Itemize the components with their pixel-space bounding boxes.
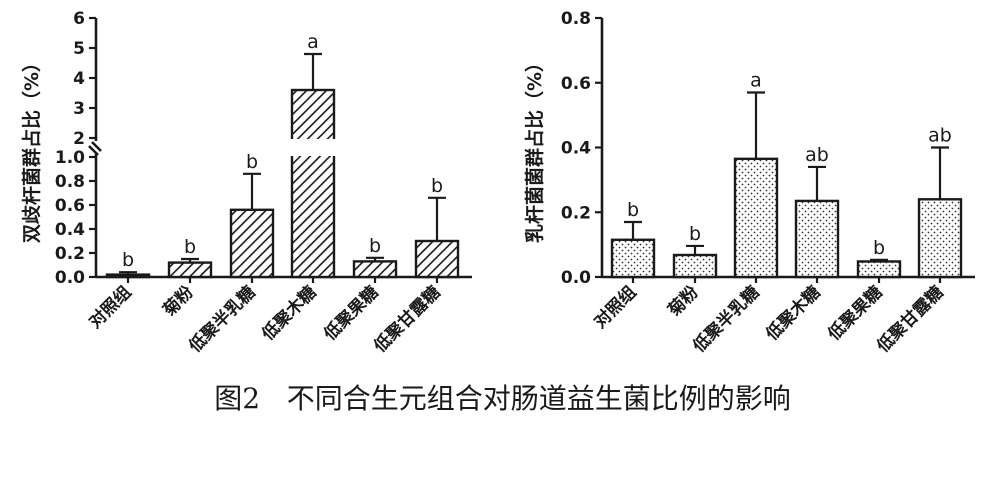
bar: [917, 198, 963, 279]
significance-label: b: [627, 199, 639, 221]
significance-label: b: [122, 249, 134, 271]
bar: [794, 199, 840, 279]
category-label: 低聚甘露糖: [369, 282, 445, 358]
y-tick-label: 0.6: [55, 196, 85, 216]
y-tick-label: 6: [73, 9, 85, 29]
significance-label: b: [369, 235, 381, 257]
figure-caption: 图2 不同合生元组合对肠道益生菌比例的影响: [214, 382, 791, 415]
category-label: 对照组: [85, 282, 136, 333]
y-tick-label: 3: [73, 99, 85, 119]
y-axis-label: 双歧杆菌群占比（%）: [20, 53, 43, 243]
axis-break-mark: [88, 141, 102, 156]
significance-label: b: [246, 151, 258, 173]
y-tick-label: 0.4: [561, 139, 591, 159]
y-tick-label: 2: [73, 129, 85, 149]
category-label: 低聚果糖: [319, 282, 383, 346]
bar: [105, 273, 151, 279]
y-tick-label: 0.6: [561, 74, 591, 94]
bar: [290, 88, 336, 279]
y-tick-label: 0.8: [55, 172, 85, 192]
significance-label: b: [184, 236, 196, 258]
y-tick-label: 0.2: [55, 244, 85, 264]
bar: [610, 238, 656, 279]
bifidobacteria-chart: 0.0 0.2 0.4 0.6 0.8 1.02 3 4 5 6 双歧杆菌群占比（%） b 对照组 b 菊粉…: [20, 9, 472, 357]
category-label: 低聚甘露糖: [872, 282, 948, 358]
significance-label: b: [873, 237, 885, 259]
y-axis-label: 乳杆菌菌群占比（%）: [523, 53, 546, 243]
category-label: 菊粉: [664, 282, 703, 321]
y-tick-label: 0.8: [561, 9, 591, 29]
significance-label: a: [750, 69, 762, 91]
y-tick-label: 0.4: [55, 220, 85, 240]
significance-label: ab: [805, 144, 829, 166]
bar: [352, 260, 398, 279]
bar: [167, 261, 213, 279]
significance-label: ab: [928, 125, 952, 147]
category-label: 低聚半乳糖: [688, 282, 764, 358]
significance-label: b: [431, 175, 443, 197]
significance-label: a: [307, 31, 319, 53]
bar: [414, 239, 460, 279]
y-tick-label: 0.0: [55, 268, 85, 288]
y-tick-label: 1.0: [55, 148, 85, 168]
category-label: 低聚木糖: [257, 282, 321, 346]
lactobacillus-chart: 0.0 0.2 0.4 0.6 0.8 乳杆菌菌群占比（%） b 对照组 b 菊粉 a 低聚半乳糖 ab…: [523, 9, 975, 357]
y-tick-label: 0.2: [561, 203, 591, 223]
bar-break-gap: [290, 139, 336, 156]
y-tick-label: 4: [73, 69, 85, 89]
category-label: 低聚果糖: [823, 282, 887, 346]
category-label: 低聚半乳糖: [184, 282, 260, 358]
bar: [672, 253, 718, 279]
y-tick-label: 5: [73, 39, 85, 59]
category-label: 低聚木糖: [761, 282, 825, 346]
category-label: 菊粉: [159, 282, 198, 321]
significance-label: b: [689, 223, 701, 245]
category-label: 对照组: [590, 282, 641, 333]
bar: [733, 157, 779, 279]
bar: [229, 208, 275, 279]
y-tick-label: 0.0: [561, 268, 591, 288]
bar: [856, 260, 902, 279]
